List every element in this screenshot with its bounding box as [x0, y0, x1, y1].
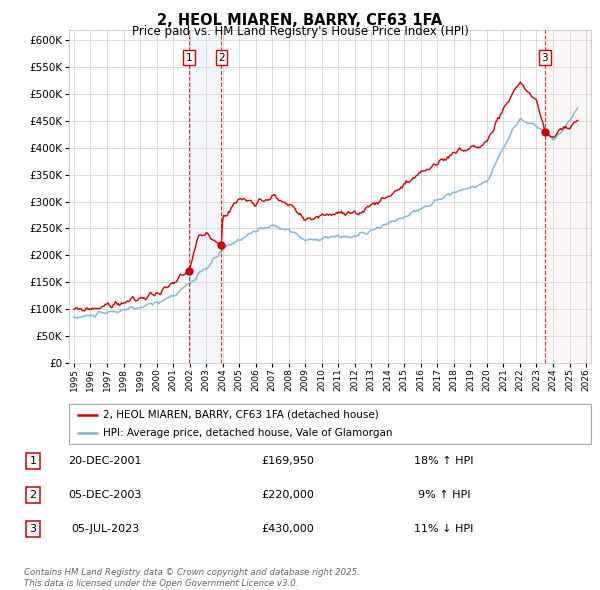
Text: £430,000: £430,000: [262, 525, 314, 534]
Text: 05-DEC-2003: 05-DEC-2003: [68, 490, 142, 500]
Text: 11% ↓ HPI: 11% ↓ HPI: [415, 525, 473, 534]
Text: 18% ↑ HPI: 18% ↑ HPI: [414, 456, 474, 466]
Text: 20-DEC-2001: 20-DEC-2001: [68, 456, 142, 466]
Bar: [545, 30, 591, 363]
Text: 9% ↑ HPI: 9% ↑ HPI: [418, 490, 470, 500]
Text: 1: 1: [29, 456, 37, 466]
Bar: [189, 30, 221, 363]
Text: HPI: Average price, detached house, Vale of Glamorgan: HPI: Average price, detached house, Vale…: [103, 428, 392, 438]
Text: 3: 3: [29, 525, 37, 534]
Text: 2: 2: [218, 53, 225, 63]
Text: 2, HEOL MIAREN, BARRY, CF63 1FA (detached house): 2, HEOL MIAREN, BARRY, CF63 1FA (detache…: [103, 410, 379, 420]
Text: 1: 1: [186, 53, 193, 63]
Text: 2: 2: [29, 490, 37, 500]
Text: 2, HEOL MIAREN, BARRY, CF63 1FA: 2, HEOL MIAREN, BARRY, CF63 1FA: [157, 13, 443, 28]
Text: Price paid vs. HM Land Registry's House Price Index (HPI): Price paid vs. HM Land Registry's House …: [131, 25, 469, 38]
Text: £169,950: £169,950: [262, 456, 314, 466]
Text: 05-JUL-2023: 05-JUL-2023: [71, 525, 139, 534]
Text: Contains HM Land Registry data © Crown copyright and database right 2025.
This d: Contains HM Land Registry data © Crown c…: [24, 568, 360, 588]
Text: 3: 3: [542, 53, 548, 63]
Text: £220,000: £220,000: [262, 490, 314, 500]
